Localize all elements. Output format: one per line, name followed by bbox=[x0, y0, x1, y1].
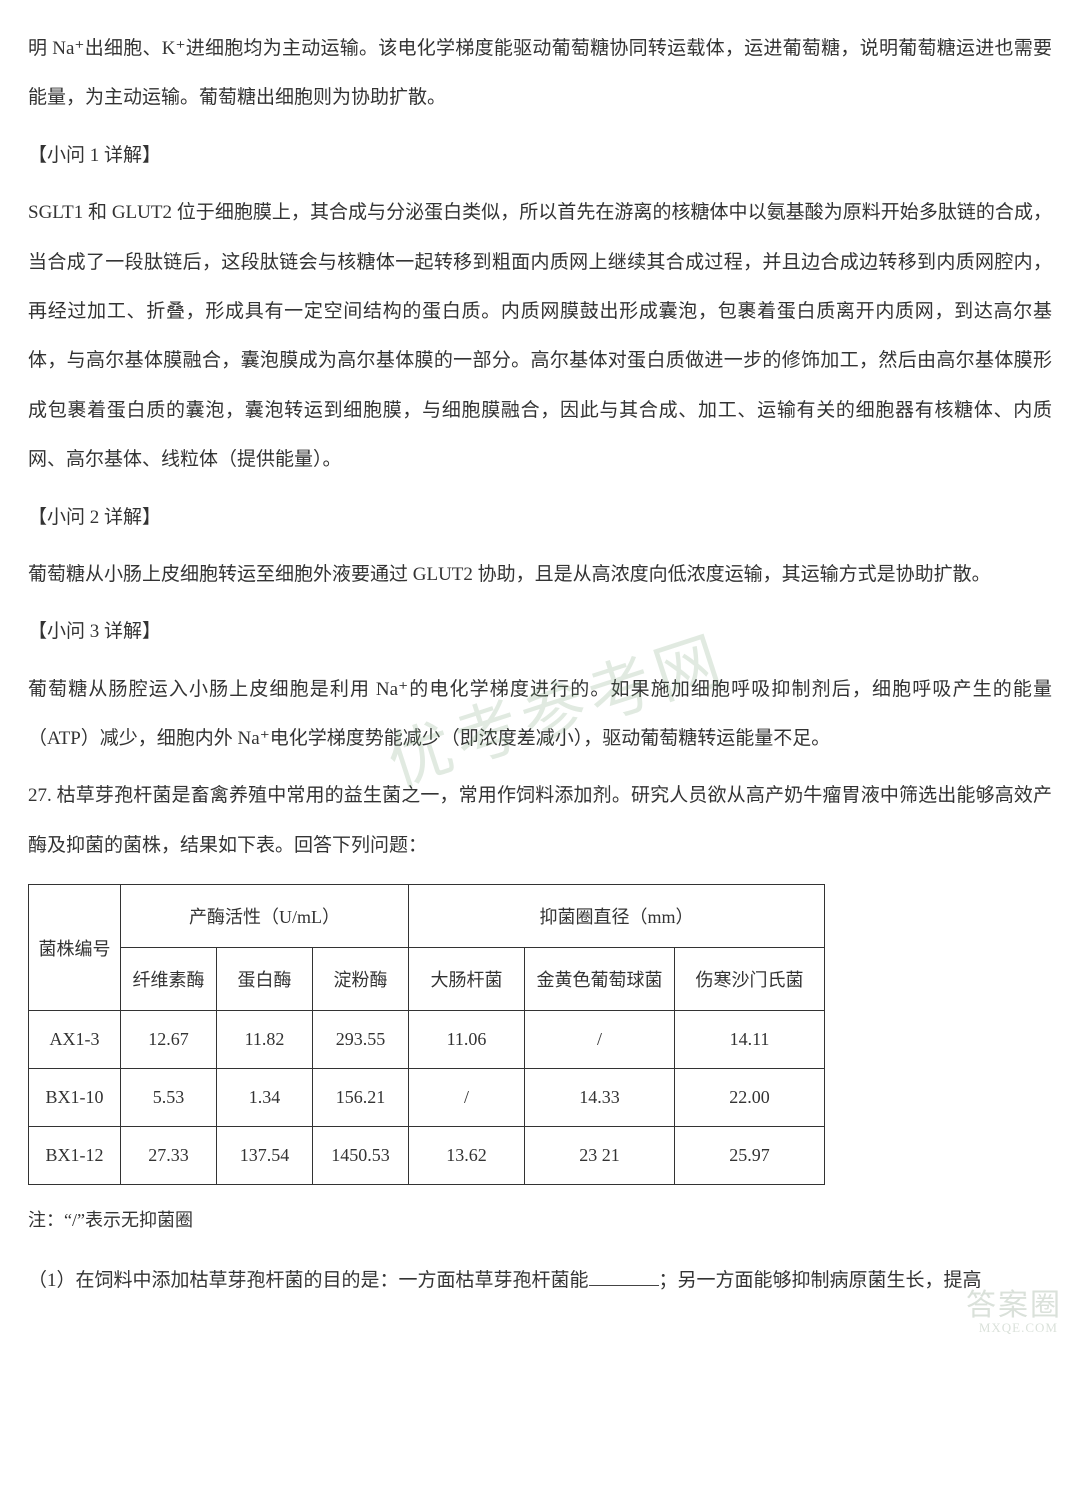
question-27-1: （1）在饲料中添加枯草芽孢杆菌的目的是：一方面枯草芽孢杆菌能 ；另一方面能够抑制病… bbox=[28, 1256, 1052, 1305]
cell-strain-id: BX1-12 bbox=[29, 1127, 121, 1185]
cell-value: 23 21 bbox=[525, 1127, 675, 1185]
q27-1-text-a: （1）在饲料中添加枯草芽孢杆菌的目的是：一方面枯草芽孢杆菌能 bbox=[28, 1270, 589, 1291]
cell-value: 14.33 bbox=[525, 1069, 675, 1127]
cell-value: 293.55 bbox=[313, 1011, 409, 1069]
cell-value: 14.11 bbox=[675, 1011, 825, 1069]
cell-value: / bbox=[409, 1069, 525, 1127]
table-row: BX1-10 5.53 1.34 156.21 / 14.33 22.00 bbox=[29, 1069, 825, 1127]
paragraph-intro: 明 Na⁺出细胞、K⁺进细胞均为主动运输。该电化学梯度能驱动葡萄糖协同转运载体，… bbox=[28, 24, 1052, 123]
cell-value: 11.06 bbox=[409, 1011, 525, 1069]
cell-value: 1.34 bbox=[217, 1069, 313, 1127]
paragraph-q2: 葡萄糖从小肠上皮细胞转运至细胞外液要通过 GLUT2 协助，且是从高浓度向低浓度… bbox=[28, 550, 1052, 599]
q27-1-text-b: ；另一方面能够抑制病原菌生长，提高 bbox=[659, 1270, 982, 1291]
cell-strain-id: AX1-3 bbox=[29, 1011, 121, 1069]
heading-q1: 【小问 1 详解】 bbox=[28, 131, 1052, 180]
cell-value: 11.82 bbox=[217, 1011, 313, 1069]
cell-value: 27.33 bbox=[121, 1127, 217, 1185]
table-note: 注：“/”表示无抑菌圈 bbox=[28, 1199, 1052, 1242]
cell-value: / bbox=[525, 1011, 675, 1069]
th-inhib-group: 抑菌圈直径（mm） bbox=[409, 885, 825, 948]
cell-value: 156.21 bbox=[313, 1069, 409, 1127]
watermark-corner: 答案圈 bbox=[966, 1280, 1062, 1324]
cell-value: 12.67 bbox=[121, 1011, 217, 1069]
paragraph-q3: 葡萄糖从肠腔运入小肠上皮细胞是利用 Na⁺的电化学梯度进行的。如果施加细胞呼吸抑… bbox=[28, 665, 1052, 764]
table-row: BX1-12 27.33 137.54 1450.53 13.62 23 21 … bbox=[29, 1127, 825, 1185]
cell-value: 1450.53 bbox=[313, 1127, 409, 1185]
table-header-row-1: 菌株编号 产酶活性（U/mL） 抑菌圈直径（mm） bbox=[29, 885, 825, 948]
th-protease: 蛋白酶 bbox=[217, 948, 313, 1011]
blank-line bbox=[589, 1285, 659, 1286]
th-enzyme-group: 产酶活性（U/mL） bbox=[121, 885, 409, 948]
table-header-row-2: 纤维素酶 蛋白酶 淀粉酶 大肠杆菌 金黄色葡萄球菌 伤寒沙门氏菌 bbox=[29, 948, 825, 1011]
th-salmonella: 伤寒沙门氏菌 bbox=[675, 948, 825, 1011]
heading-q3: 【小问 3 详解】 bbox=[28, 607, 1052, 656]
cell-value: 22.00 bbox=[675, 1069, 825, 1127]
watermark-url: MXQE.COM bbox=[979, 1320, 1058, 1336]
table-row: AX1-3 12.67 11.82 293.55 11.06 / 14.11 bbox=[29, 1011, 825, 1069]
paragraph-q1: SGLT1 和 GLUT2 位于细胞膜上，其合成与分泌蛋白类似，所以首先在游离的… bbox=[28, 188, 1052, 484]
cell-value: 25.97 bbox=[675, 1127, 825, 1185]
heading-q2: 【小问 2 详解】 bbox=[28, 493, 1052, 542]
th-cellulase: 纤维素酶 bbox=[121, 948, 217, 1011]
th-amylase: 淀粉酶 bbox=[313, 948, 409, 1011]
th-staph: 金黄色葡萄球菌 bbox=[525, 948, 675, 1011]
th-strain: 菌株编号 bbox=[29, 885, 121, 1011]
cell-value: 5.53 bbox=[121, 1069, 217, 1127]
cell-value: 13.62 bbox=[409, 1127, 525, 1185]
results-table: 菌株编号 产酶活性（U/mL） 抑菌圈直径（mm） 纤维素酶 蛋白酶 淀粉酶 大… bbox=[28, 884, 825, 1185]
cell-value: 137.54 bbox=[217, 1127, 313, 1185]
question-27: 27. 枯草芽孢杆菌是畜禽养殖中常用的益生菌之一，常用作饲料添加剂。研究人员欲从… bbox=[28, 771, 1052, 870]
cell-strain-id: BX1-10 bbox=[29, 1069, 121, 1127]
th-ecoli: 大肠杆菌 bbox=[409, 948, 525, 1011]
